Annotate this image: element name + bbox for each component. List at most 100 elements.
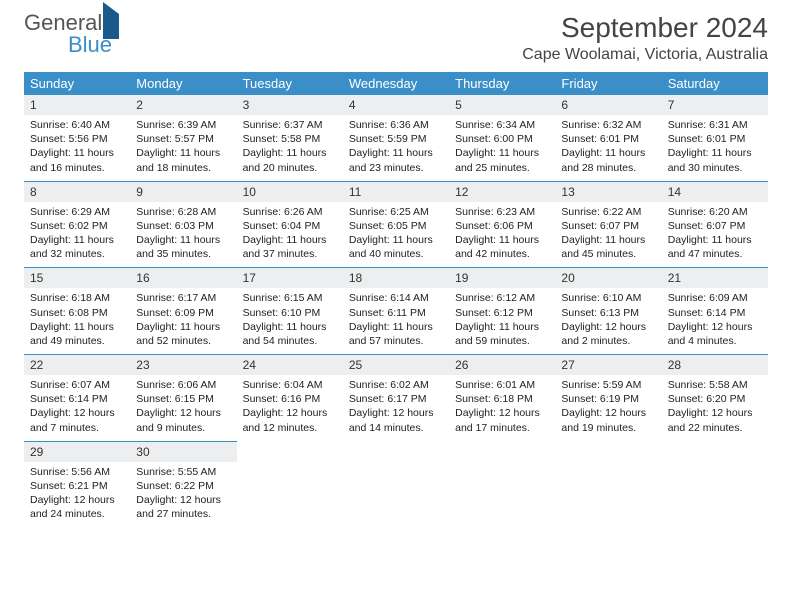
day-cell [449,462,555,528]
daylight-text: Daylight: 11 hours and 42 minutes. [455,233,549,261]
day-cell: Sunrise: 6:06 AMSunset: 6:15 PMDaylight:… [130,375,236,441]
daylight-text: Daylight: 12 hours and 4 minutes. [668,320,762,348]
calendar-table: Sunday Monday Tuesday Wednesday Thursday… [24,72,768,527]
sunrise-text: Sunrise: 6:14 AM [349,291,443,305]
day-number: 4 [343,95,449,115]
sunset-text: Sunset: 6:11 PM [349,306,443,320]
day-header: Sunday [24,72,130,95]
daynum-row: 22232425262728 [24,355,768,376]
day-number: 10 [237,181,343,202]
day-header: Monday [130,72,236,95]
day-number: 16 [130,268,236,289]
sunset-text: Sunset: 6:13 PM [561,306,655,320]
day-number: 6 [555,95,661,115]
sunrise-text: Sunrise: 6:17 AM [136,291,230,305]
day-cell: Sunrise: 6:22 AMSunset: 6:07 PMDaylight:… [555,202,661,268]
sunset-text: Sunset: 6:00 PM [455,132,549,146]
daybody-row: Sunrise: 6:29 AMSunset: 6:02 PMDaylight:… [24,202,768,268]
daylight-text: Daylight: 12 hours and 9 minutes. [136,406,230,434]
sunset-text: Sunset: 6:03 PM [136,219,230,233]
sunrise-text: Sunrise: 6:40 AM [30,118,124,132]
daylight-text: Daylight: 12 hours and 22 minutes. [668,406,762,434]
sunrise-text: Sunrise: 6:10 AM [561,291,655,305]
day-cell: Sunrise: 5:59 AMSunset: 6:19 PMDaylight:… [555,375,661,441]
daynum-row: 1234567 [24,95,768,115]
daynum-row: 15161718192021 [24,268,768,289]
day-cell: Sunrise: 6:37 AMSunset: 5:58 PMDaylight:… [237,115,343,181]
daylight-text: Daylight: 11 hours and 57 minutes. [349,320,443,348]
day-number [449,441,555,462]
sunrise-text: Sunrise: 6:15 AM [243,291,337,305]
sunrise-text: Sunrise: 6:39 AM [136,118,230,132]
sunrise-text: Sunrise: 6:37 AM [243,118,337,132]
daylight-text: Daylight: 11 hours and 16 minutes. [30,146,124,174]
sunset-text: Sunset: 5:57 PM [136,132,230,146]
sunset-text: Sunset: 6:06 PM [455,219,549,233]
day-cell: Sunrise: 6:40 AMSunset: 5:56 PMDaylight:… [24,115,130,181]
daylight-text: Daylight: 11 hours and 18 minutes. [136,146,230,174]
day-number: 19 [449,268,555,289]
daylight-text: Daylight: 11 hours and 47 minutes. [668,233,762,261]
day-cell: Sunrise: 6:12 AMSunset: 6:12 PMDaylight:… [449,288,555,354]
sunrise-text: Sunrise: 5:56 AM [30,465,124,479]
sunrise-text: Sunrise: 6:02 AM [349,378,443,392]
page-header: General Blue September 2024 Cape Woolama… [24,12,768,64]
day-cell: Sunrise: 5:58 AMSunset: 6:20 PMDaylight:… [662,375,768,441]
day-number [343,441,449,462]
daylight-text: Daylight: 11 hours and 54 minutes. [243,320,337,348]
day-cell: Sunrise: 6:10 AMSunset: 6:13 PMDaylight:… [555,288,661,354]
daylight-text: Daylight: 11 hours and 49 minutes. [30,320,124,348]
day-cell: Sunrise: 6:28 AMSunset: 6:03 PMDaylight:… [130,202,236,268]
sunrise-text: Sunrise: 6:25 AM [349,205,443,219]
logo: General Blue [24,12,119,56]
day-number: 24 [237,355,343,376]
day-cell: Sunrise: 6:20 AMSunset: 6:07 PMDaylight:… [662,202,768,268]
day-number: 29 [24,441,130,462]
daylight-text: Daylight: 12 hours and 12 minutes. [243,406,337,434]
day-header: Friday [555,72,661,95]
sunset-text: Sunset: 6:07 PM [668,219,762,233]
sunrise-text: Sunrise: 6:29 AM [30,205,124,219]
day-cell [237,462,343,528]
sunrise-text: Sunrise: 6:31 AM [668,118,762,132]
day-number [237,441,343,462]
day-cell: Sunrise: 6:39 AMSunset: 5:57 PMDaylight:… [130,115,236,181]
sunrise-text: Sunrise: 6:12 AM [455,291,549,305]
day-cell: Sunrise: 5:55 AMSunset: 6:22 PMDaylight:… [130,462,236,528]
sunrise-text: Sunrise: 6:26 AM [243,205,337,219]
sunrise-text: Sunrise: 6:04 AM [243,378,337,392]
day-cell: Sunrise: 6:31 AMSunset: 6:01 PMDaylight:… [662,115,768,181]
day-cell: Sunrise: 6:09 AMSunset: 6:14 PMDaylight:… [662,288,768,354]
day-number: 21 [662,268,768,289]
day-cell: Sunrise: 6:01 AMSunset: 6:18 PMDaylight:… [449,375,555,441]
day-number: 3 [237,95,343,115]
day-number: 27 [555,355,661,376]
sunrise-text: Sunrise: 5:55 AM [136,465,230,479]
day-cell [555,462,661,528]
day-cell: Sunrise: 6:34 AMSunset: 6:00 PMDaylight:… [449,115,555,181]
day-number: 8 [24,181,130,202]
day-cell: Sunrise: 6:02 AMSunset: 6:17 PMDaylight:… [343,375,449,441]
sunset-text: Sunset: 6:09 PM [136,306,230,320]
sunset-text: Sunset: 6:20 PM [668,392,762,406]
day-number: 17 [237,268,343,289]
day-number: 12 [449,181,555,202]
day-cell: Sunrise: 5:56 AMSunset: 6:21 PMDaylight:… [24,462,130,528]
daynum-row: 891011121314 [24,181,768,202]
day-cell [662,462,768,528]
day-number: 30 [130,441,236,462]
sunset-text: Sunset: 6:16 PM [243,392,337,406]
sunrise-text: Sunrise: 6:20 AM [668,205,762,219]
day-header-row: Sunday Monday Tuesday Wednesday Thursday… [24,72,768,95]
sunset-text: Sunset: 6:01 PM [668,132,762,146]
daylight-text: Daylight: 12 hours and 2 minutes. [561,320,655,348]
daylight-text: Daylight: 11 hours and 37 minutes. [243,233,337,261]
sunset-text: Sunset: 6:14 PM [30,392,124,406]
title-block: September 2024 Cape Woolamai, Victoria, … [522,12,768,64]
sunset-text: Sunset: 6:04 PM [243,219,337,233]
daylight-text: Daylight: 11 hours and 20 minutes. [243,146,337,174]
daylight-text: Daylight: 12 hours and 19 minutes. [561,406,655,434]
daylight-text: Daylight: 11 hours and 30 minutes. [668,146,762,174]
day-number: 22 [24,355,130,376]
day-number: 13 [555,181,661,202]
